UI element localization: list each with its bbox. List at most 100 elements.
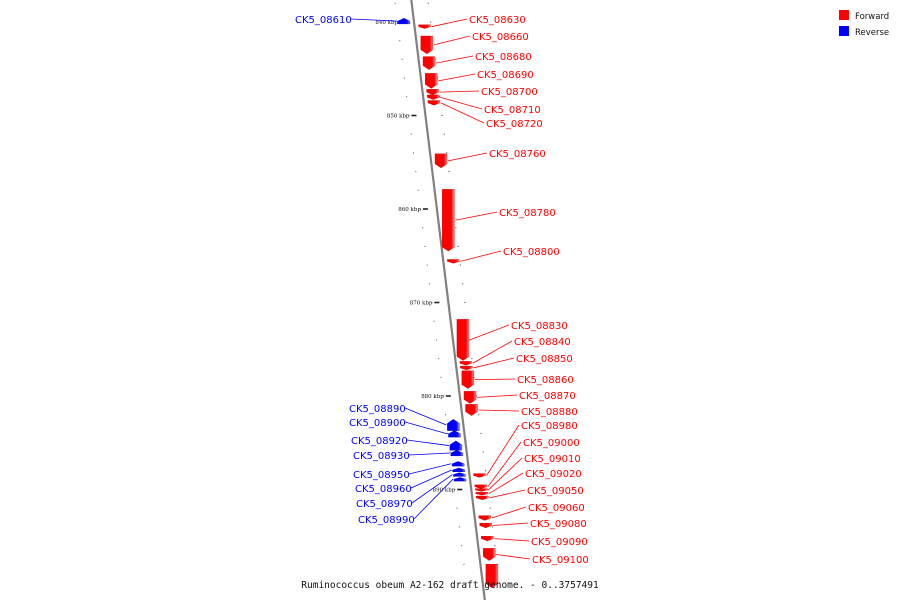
leader-line — [487, 441, 522, 487]
legend-swatch-forward — [839, 10, 849, 20]
scale-label: 880 kbp — [421, 394, 444, 400]
backbone-line — [410, 0, 486, 600]
gene-label: CK5_09060 — [528, 503, 585, 514]
leader-line — [435, 55, 474, 64]
minor-tick-right — [478, 414, 480, 416]
minor-tick-right — [436, 77, 439, 79]
gene-CK5_08870 — [463, 391, 477, 404]
scale-label: 890 kbp — [433, 488, 456, 494]
legend-swatch-reverse — [839, 26, 849, 36]
minor-tick-left — [394, 2, 396, 4]
minor-tick-right — [439, 96, 441, 98]
gene-label: CK5_08960 — [355, 484, 412, 495]
major-tick — [445, 395, 451, 397]
scale-ticks: 840 kbp 850 kbp 860 kbp 870 kbp 880 kbp 890 k… — [375, 2, 500, 584]
gene-CK5_08690 — [425, 73, 438, 89]
minor-tick-left — [410, 133, 412, 135]
minor-tick-right — [430, 21, 432, 23]
legend-label-reverse: Reverse — [855, 28, 889, 38]
gene-label: CK5_08840 — [514, 337, 571, 348]
major-tick — [457, 488, 463, 491]
gene-CK5_08630 — [418, 24, 431, 29]
scale-label: 870 kbp — [410, 301, 433, 307]
gene-CK5_08950 — [451, 461, 465, 467]
major-tick — [434, 301, 440, 304]
gene-labels: CK5_08610 CK5_08630 CK5_08660 CK5_08680 CK5_… — [295, 15, 589, 566]
leader-line — [486, 424, 520, 476]
leader-line — [488, 472, 524, 495]
minor-tick-left — [408, 115, 410, 116]
gene-CK5_08880 — [465, 404, 478, 416]
leader-line — [410, 469, 453, 489]
minor-tick-right — [480, 432, 482, 434]
minor-tick-right — [473, 376, 475, 378]
gene-label: CK5_08690 — [477, 70, 534, 81]
minor-tick-left — [397, 21, 398, 23]
leader-line — [438, 73, 476, 82]
gene-label: CK5_08920 — [351, 436, 408, 447]
gene-label: CK5_08780 — [499, 208, 556, 219]
minor-tick-left — [438, 358, 440, 360]
leader-line — [350, 18, 397, 22]
gene-label: CK5_09010 — [524, 454, 581, 465]
minor-tick-left — [445, 414, 447, 416]
minor-tick-right — [427, 2, 429, 4]
minor-tick-left — [463, 563, 465, 565]
gene-CK5_09010 — [475, 488, 488, 492]
gene-label: CK5_08630 — [469, 15, 526, 26]
leader-line — [411, 474, 453, 504]
gene-CK5_08990 — [453, 477, 467, 482]
gene-label: CK5_09100 — [532, 555, 589, 566]
gene-label: CK5_08900 — [349, 418, 406, 429]
minor-tick-left — [442, 395, 444, 397]
leader-line — [455, 211, 498, 221]
minor-tick-right — [468, 339, 471, 341]
gene-label: CK5_08680 — [475, 52, 532, 63]
minor-tick-right — [484, 470, 487, 472]
minor-tick-left — [403, 77, 405, 79]
gene-label: CK5_08880 — [521, 407, 578, 418]
minor-tick-left — [401, 58, 403, 60]
leader-line — [491, 506, 527, 519]
leader-line — [488, 457, 523, 491]
minor-tick-left — [451, 470, 453, 472]
gene-label: CK5_08890 — [349, 404, 406, 415]
gene-CK5_08800 — [447, 259, 460, 264]
gene-label: CK5_08970 — [356, 499, 413, 510]
minor-tick-left — [426, 264, 428, 266]
major-tick — [422, 208, 428, 210]
gene-label: CK5_08760 — [489, 149, 546, 160]
minor-tick-right — [489, 507, 491, 509]
gene-label: CK5_08870 — [519, 391, 576, 402]
leader-line — [447, 152, 488, 162]
minor-tick-left — [447, 432, 449, 434]
gene-CK5_08850 — [460, 365, 473, 371]
leader-line — [408, 463, 452, 475]
leader-line — [404, 407, 447, 426]
gene-label: CK5_08700 — [481, 87, 538, 98]
scale-label: 860 kbp — [398, 207, 421, 213]
minor-tick-right — [494, 545, 496, 547]
minor-tick-right — [471, 358, 473, 360]
gene-CK5_08720 — [427, 100, 441, 106]
leader-line — [413, 478, 454, 520]
gene-feature-34 — [485, 564, 499, 588]
minor-tick-left — [465, 582, 467, 584]
leader-line — [408, 452, 450, 456]
minor-tick-left — [435, 339, 437, 341]
leader-line — [496, 554, 531, 560]
minor-tick-right — [455, 227, 457, 229]
minor-tick-left — [422, 227, 424, 229]
major-tick — [411, 114, 417, 117]
legend-label-forward: Forward — [855, 12, 889, 22]
minor-tick-left — [417, 189, 419, 191]
gene-CK5_08920 — [449, 440, 463, 451]
leader-line — [489, 489, 526, 499]
gene-label: CK5_08990 — [358, 515, 415, 526]
minor-tick-left — [461, 545, 463, 547]
minor-tick-left — [431, 302, 433, 303]
leader-line — [473, 357, 515, 369]
minor-tick-left — [415, 171, 417, 173]
leader-line — [433, 35, 471, 46]
minor-tick-right — [443, 133, 445, 135]
